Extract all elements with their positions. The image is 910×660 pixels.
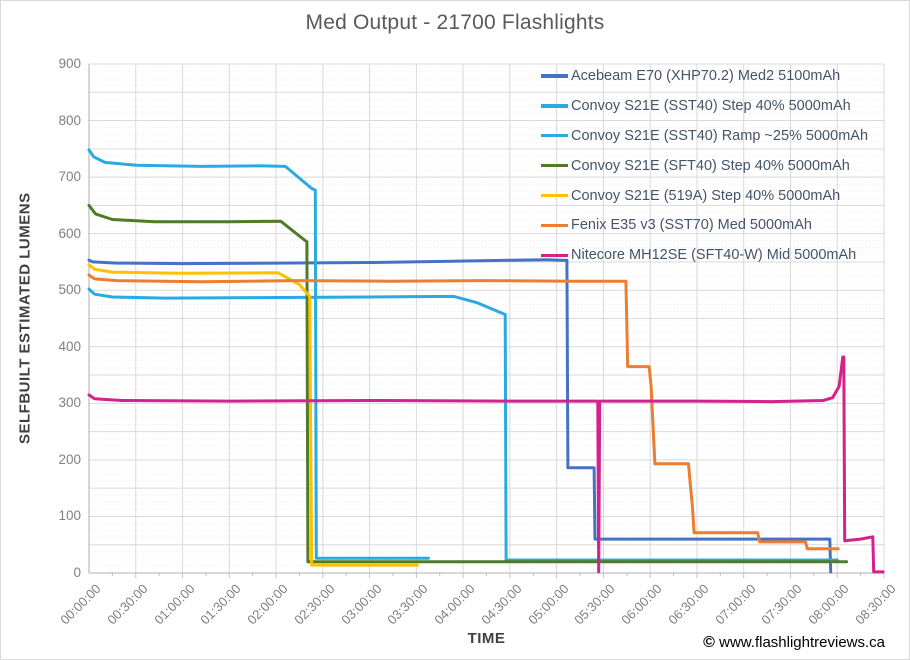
series-line-5 bbox=[87, 263, 419, 567]
legend-swatch-icon bbox=[541, 223, 568, 228]
legend: Acebeam E70 (XHP70.2) Med2 5100mAh Convoy… bbox=[541, 61, 868, 270]
legend-swatch-icon bbox=[541, 253, 568, 257]
watermark: © www.flashlightreviews.ca bbox=[703, 634, 885, 652]
y-axis-label: 600 bbox=[58, 225, 81, 241]
legend-item-label: Convoy S21E (519A) Step 40% 5000mAh bbox=[571, 187, 841, 204]
y-axis-label: 900 bbox=[58, 56, 81, 71]
y-axis-title: SELFBUILT ESTIMATED LUMENS bbox=[16, 192, 34, 445]
legend-item-label: Convoy S21E (SST40) Ramp ~25% 5000mAh bbox=[571, 127, 869, 144]
legend-swatch-icon bbox=[541, 193, 568, 198]
watermark-text: www.flashlightreviews.ca bbox=[714, 634, 885, 651]
y-axis-label: 500 bbox=[58, 282, 81, 298]
y-axis-label: 200 bbox=[58, 451, 81, 467]
legend-item: Convoy S21E (SFT40) Step 40% 5000mAh bbox=[541, 151, 868, 181]
series-line-2 bbox=[87, 148, 430, 560]
legend-item: Convoy S21E (SST40) Step 40% 5000mAh bbox=[541, 91, 868, 121]
legend-item-label: Convoy S21E (SST40) Step 40% 5000mAh bbox=[571, 97, 851, 114]
legend-item: Convoy S21E (SST40) Ramp ~25% 5000mAh bbox=[541, 121, 868, 151]
series-line-3 bbox=[87, 287, 839, 562]
series-line-6 bbox=[87, 273, 840, 551]
legend-swatch-icon bbox=[541, 134, 568, 138]
legend-swatch-icon bbox=[541, 74, 568, 78]
legend-item: Fenix E35 v3 (SST70) Med 5000mAh bbox=[541, 210, 868, 240]
legend-item: Convoy S21E (519A) Step 40% 5000mAh bbox=[541, 181, 868, 211]
legend-item: Acebeam E70 (XHP70.2) Med2 5100mAh bbox=[541, 61, 868, 91]
y-axis-label: 300 bbox=[58, 395, 81, 411]
y-axis-label: 700 bbox=[58, 169, 81, 185]
legend-swatch-icon bbox=[541, 163, 568, 168]
legend-item-label: Nitecore MH12SE (SFT40-W) Mid 5000mAh bbox=[571, 247, 857, 264]
x-axis-title: TIME bbox=[467, 630, 506, 647]
y-axis-label: 800 bbox=[58, 112, 81, 128]
legend-item-label: Fenix E35 v3 (SST70) Med 5000mAh bbox=[571, 217, 812, 234]
y-axis-label: 100 bbox=[58, 508, 81, 524]
legend-item: Nitecore MH12SE (SFT40-W) Mid 5000mAh bbox=[541, 240, 868, 270]
series-line-7 bbox=[87, 355, 885, 574]
legend-item-label: Convoy S21E (SFT40) Step 40% 5000mAh bbox=[571, 157, 850, 174]
y-axis-label: 0 bbox=[73, 565, 81, 580]
copyright-icon: © bbox=[703, 634, 715, 651]
legend-item-label: Acebeam E70 (XHP70.2) Med2 5100mAh bbox=[571, 67, 841, 84]
chart-title: Med Output - 21700 Flashlights bbox=[305, 11, 605, 34]
y-axis-label: 400 bbox=[58, 338, 81, 354]
legend-swatch-icon bbox=[541, 104, 568, 108]
series-line-1 bbox=[87, 258, 833, 574]
